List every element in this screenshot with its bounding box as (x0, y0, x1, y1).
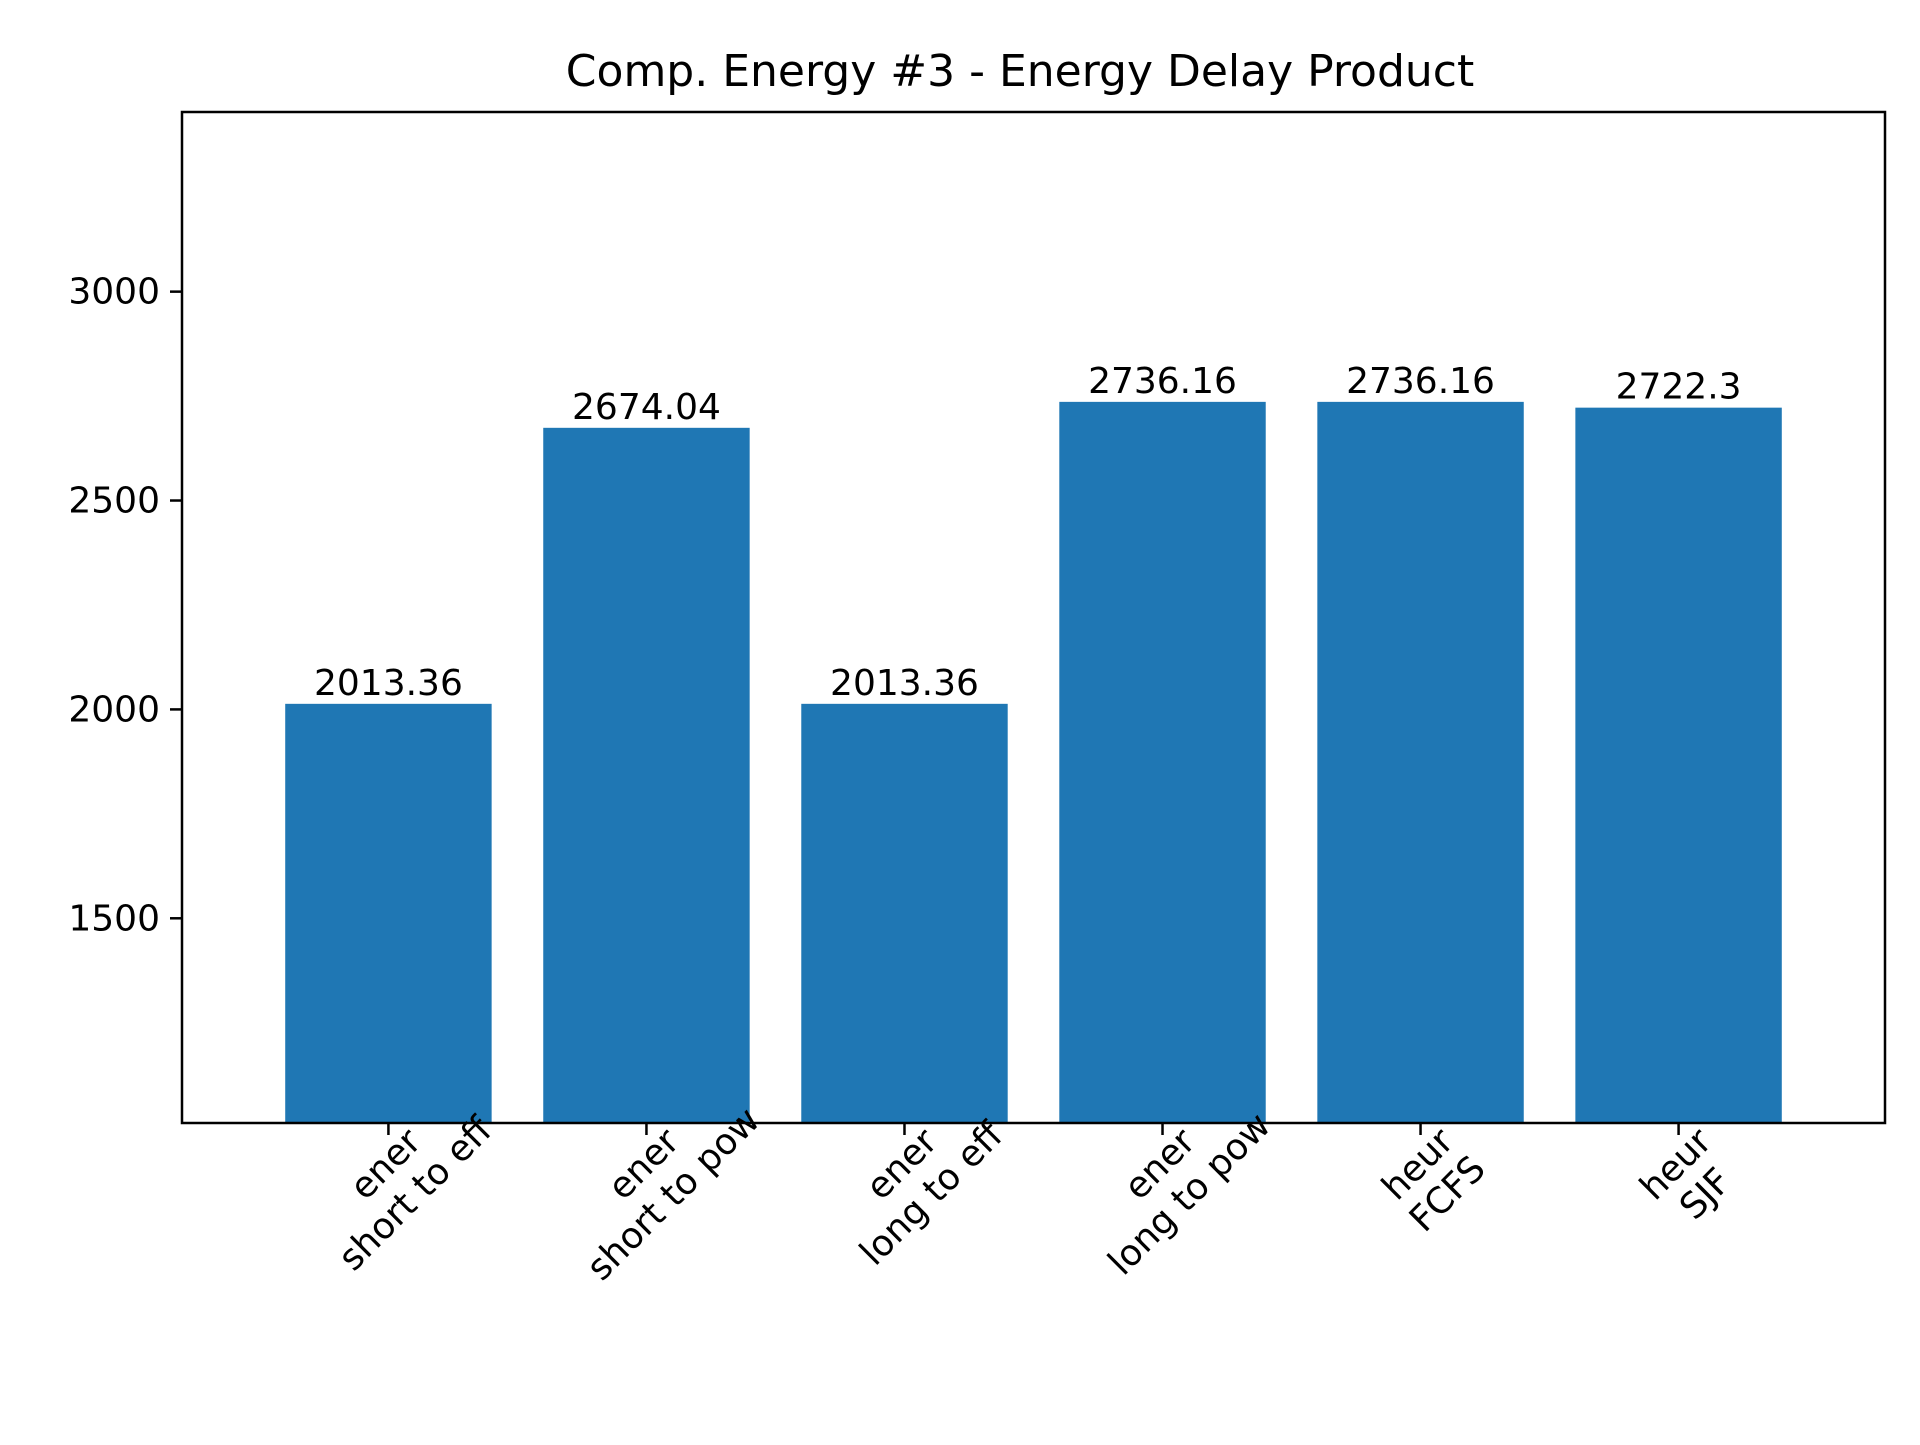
bar-5 (1575, 407, 1782, 1123)
y-tick-label-2: 2500 (68, 481, 160, 522)
y-tick-label-0: 1500 (68, 898, 160, 939)
data-labels: 2013.36 2674.04 2013.36 2736.16 2736.16 2722.… (314, 361, 1742, 704)
y-tick-label-3: 3000 (68, 272, 160, 313)
bar-value-label-0: 2013.36 (314, 663, 463, 704)
bar-value-label-5: 2722.3 (1616, 367, 1742, 408)
bar-4 (1317, 401, 1524, 1123)
bar-3 (1059, 401, 1266, 1123)
y-tick-label-1: 2000 (68, 689, 160, 730)
bar-2 (801, 703, 1008, 1123)
bar-value-label-4: 2736.16 (1346, 361, 1495, 402)
bar-value-label-1: 2674.04 (572, 387, 721, 428)
y-axis: 1500 2000 2500 3000 (68, 272, 182, 939)
bar-value-label-2: 2013.36 (830, 663, 979, 704)
bar-0 (285, 703, 492, 1123)
bars-layer (285, 401, 1782, 1123)
bar-1 (543, 427, 750, 1123)
bar-value-label-3: 2736.16 (1088, 361, 1237, 402)
plot-frame (180, 110, 1887, 1125)
chart-title: Comp. Energy #3 - Energy Delay Product (566, 46, 1474, 97)
